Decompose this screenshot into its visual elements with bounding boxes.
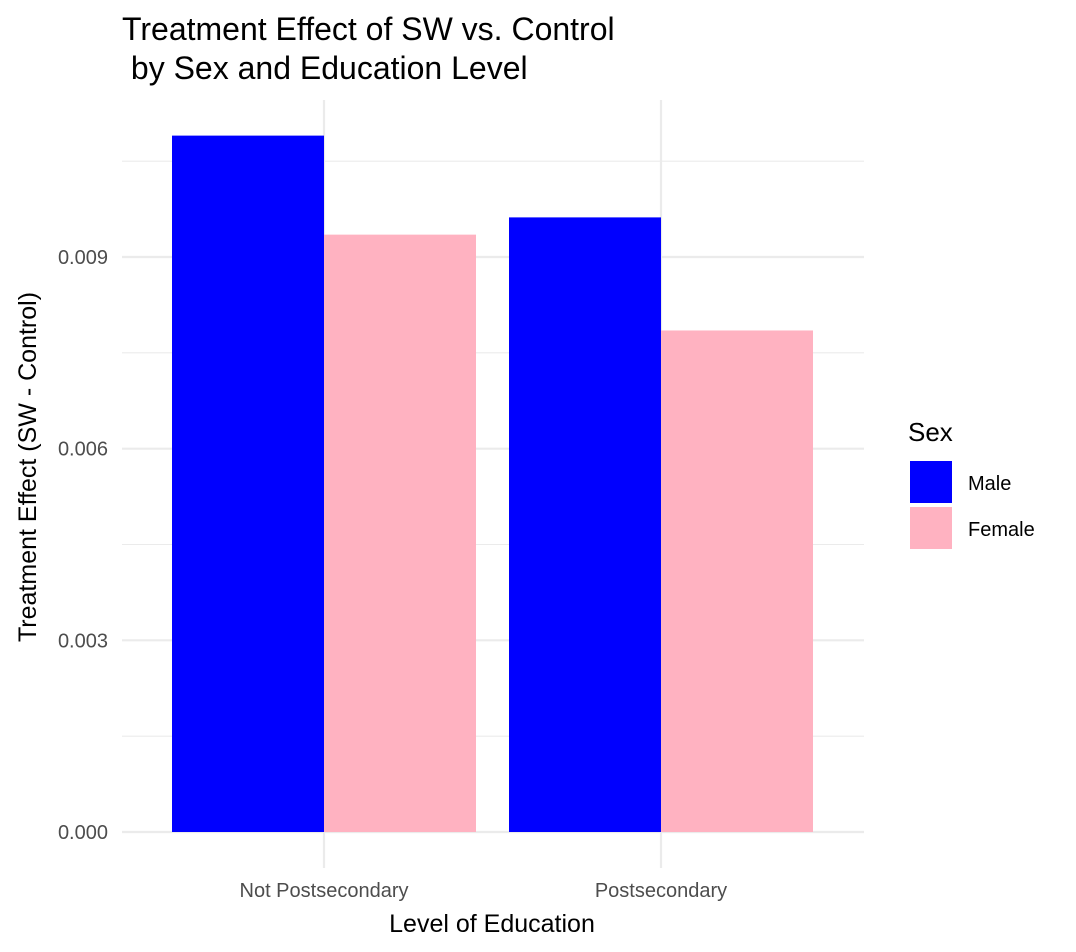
y-tick-label: 0.006	[58, 439, 108, 461]
x-tick-label: Not Postsecondary	[240, 880, 409, 902]
y-axis-title: Treatment Effect (SW - Control)	[14, 292, 42, 642]
y-tick-label: 0.009	[58, 247, 108, 269]
y-axis-ticks: 0.000 0.003 0.006 0.009	[58, 247, 108, 844]
legend-title: Sex	[908, 417, 953, 447]
legend-label-male: Male	[968, 473, 1011, 495]
bar-male-postsecondary	[509, 217, 661, 832]
bar-male-not-postsecondary	[172, 135, 324, 833]
x-axis-ticks: Not Postsecondary Postsecondary	[240, 880, 728, 902]
legend-key-male	[910, 461, 952, 503]
y-tick-label: 0.000	[58, 822, 108, 844]
chart-title-line-1: Treatment Effect of SW vs. Control	[122, 11, 615, 47]
legend-key-female	[910, 507, 952, 549]
chart-title-line-2: by Sex and Education Level	[122, 50, 528, 86]
x-axis-title: Level of Education	[389, 910, 595, 938]
legend: Sex Male Female	[908, 417, 1035, 549]
bars	[172, 135, 813, 833]
x-tick-label: Postsecondary	[595, 880, 727, 902]
bar-female-postsecondary	[661, 330, 813, 832]
y-tick-label: 0.003	[58, 630, 108, 652]
bar-female-not-postsecondary	[324, 234, 476, 832]
legend-label-female: Female	[968, 519, 1035, 541]
